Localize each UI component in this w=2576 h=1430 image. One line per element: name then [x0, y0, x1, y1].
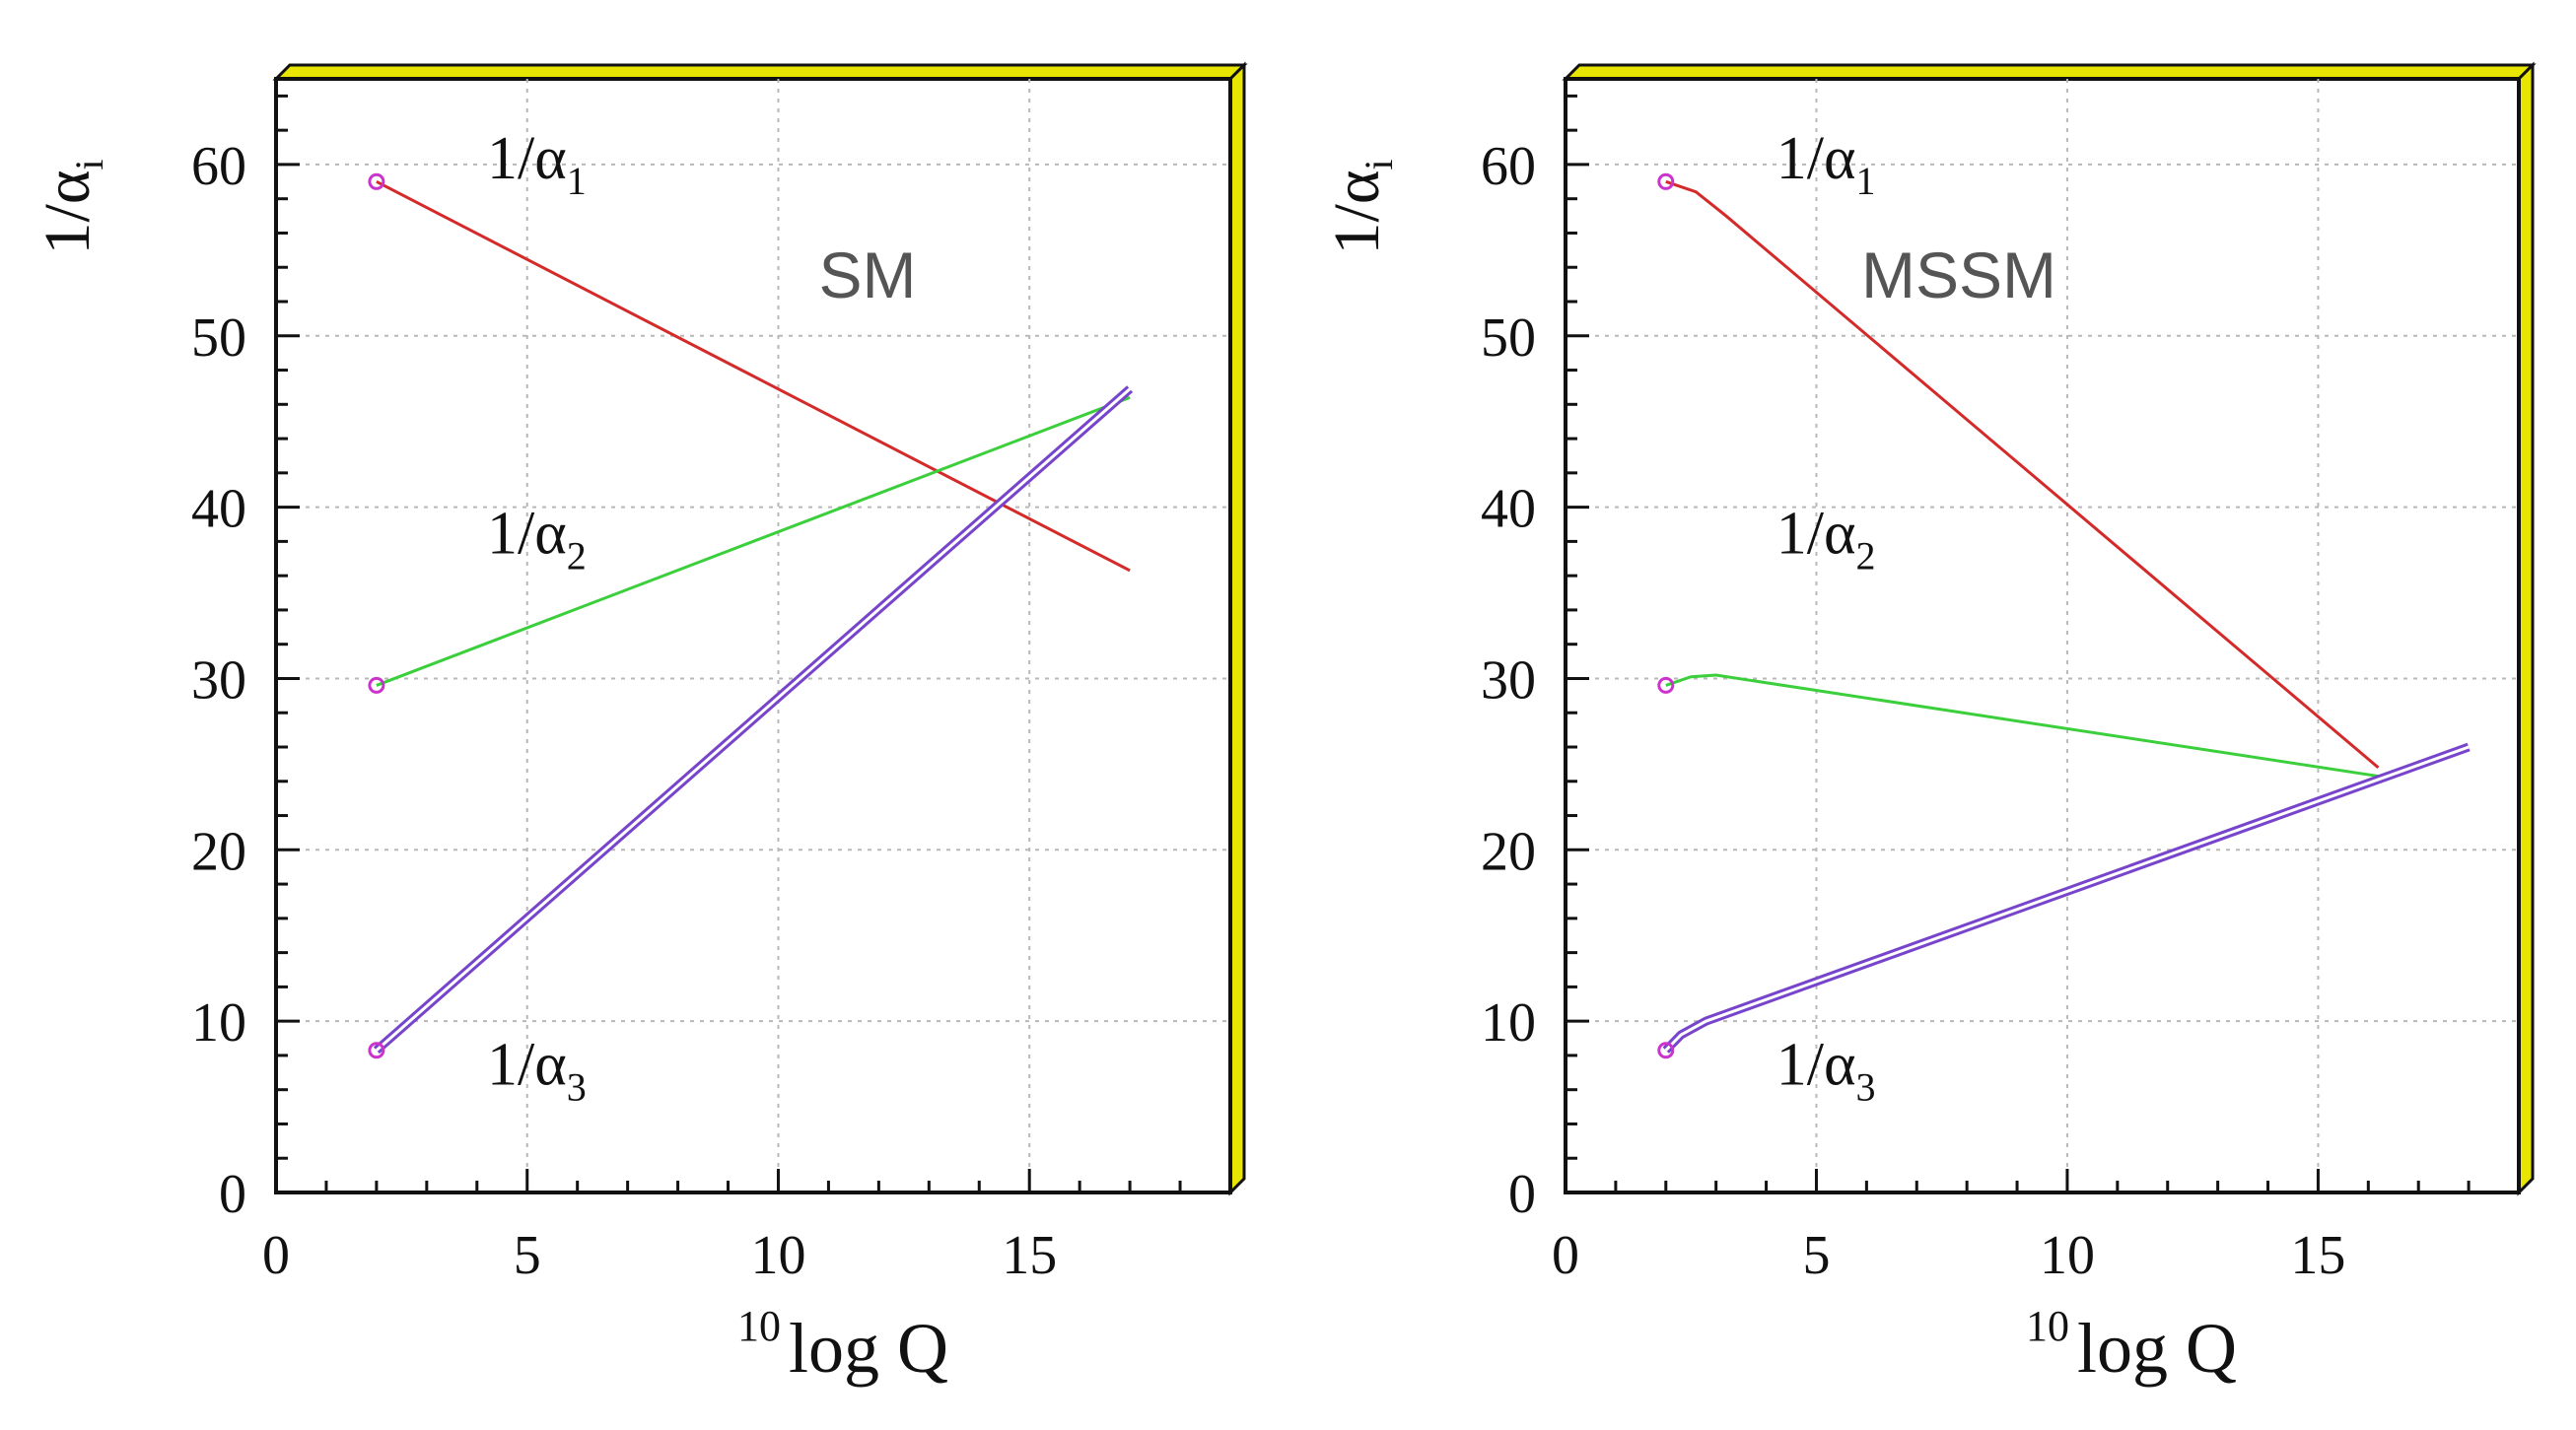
y-tick-label: 20 — [1481, 821, 1536, 882]
x-tick-label: 15 — [1002, 1225, 1057, 1286]
panel-title: SM — [819, 238, 917, 311]
x-axis-label: log Q — [2077, 1309, 2237, 1388]
series-2-line — [376, 395, 1131, 687]
x-tick-label: 5 — [1802, 1225, 1830, 1286]
y-tick-label: 60 — [191, 136, 246, 197]
y-tick-label: 60 — [1481, 136, 1536, 197]
start-marker — [1657, 1042, 1675, 1059]
y-tick-label: 0 — [219, 1164, 246, 1225]
x-axis-label-sup: 10 — [2026, 1302, 2069, 1350]
series-1-line — [1665, 179, 2380, 770]
y-tick-label: 10 — [191, 992, 246, 1054]
y-tick-label: 30 — [1481, 649, 1536, 711]
x-tick-label: 0 — [262, 1225, 290, 1286]
series-3-line-inner — [1664, 745, 2470, 1052]
y-tick-label: 50 — [191, 307, 246, 369]
y-tick-label: 30 — [191, 649, 246, 711]
y-tick-label: 40 — [191, 479, 246, 540]
y-tick-label: 20 — [191, 821, 246, 882]
y-tick-label: 0 — [1508, 1164, 1536, 1225]
start-marker — [368, 676, 385, 694]
series-3-label-sub: 3 — [1855, 1064, 1875, 1109]
frame-right-shade — [1228, 61, 1246, 1196]
x-tick-label: 15 — [2290, 1225, 2345, 1286]
series-1-label: 1/α1 — [1776, 125, 1876, 203]
frame-top-shade — [1562, 63, 2537, 81]
start-marker — [1657, 172, 1675, 190]
frame-right-shade — [2517, 61, 2535, 1196]
series-2-line — [1665, 673, 2379, 779]
series-2-label-sub: 2 — [1855, 534, 1875, 579]
y-axis-label-sub: i — [67, 159, 111, 170]
y-axis-label-sub: i — [1357, 159, 1401, 170]
series-3-line-inner — [375, 387, 1132, 1052]
x-axis-label-sup: 10 — [737, 1302, 781, 1350]
series-3-label-sub: 3 — [567, 1064, 587, 1109]
x-tick-label: 0 — [1552, 1225, 1579, 1286]
x-axis-label: log Q — [789, 1309, 948, 1388]
frame-top-shade — [272, 63, 1248, 81]
start-marker — [1657, 676, 1675, 694]
x-tick-label: 10 — [750, 1225, 805, 1286]
x-tick-label: 5 — [514, 1225, 541, 1286]
panel-title: MSSM — [1861, 238, 2056, 311]
series-1-line — [376, 179, 1131, 573]
y-tick-label: 40 — [1481, 479, 1536, 540]
series-2-label-sub: 2 — [567, 534, 587, 579]
y-axis-label: 1/αi — [1321, 159, 1401, 254]
start-marker — [368, 1042, 385, 1059]
y-tick-label: 10 — [1481, 992, 1536, 1054]
x-tick-label: 10 — [2040, 1225, 2095, 1286]
start-marker — [368, 172, 385, 190]
y-tick-label: 50 — [1481, 307, 1536, 369]
y-axis-label: 1/αi — [32, 159, 111, 254]
plot-area — [274, 77, 1232, 1194]
series-1-label-sub: 1 — [1855, 159, 1875, 203]
series-1-label-sub: 1 — [567, 159, 587, 203]
plot-area — [1564, 77, 2521, 1194]
